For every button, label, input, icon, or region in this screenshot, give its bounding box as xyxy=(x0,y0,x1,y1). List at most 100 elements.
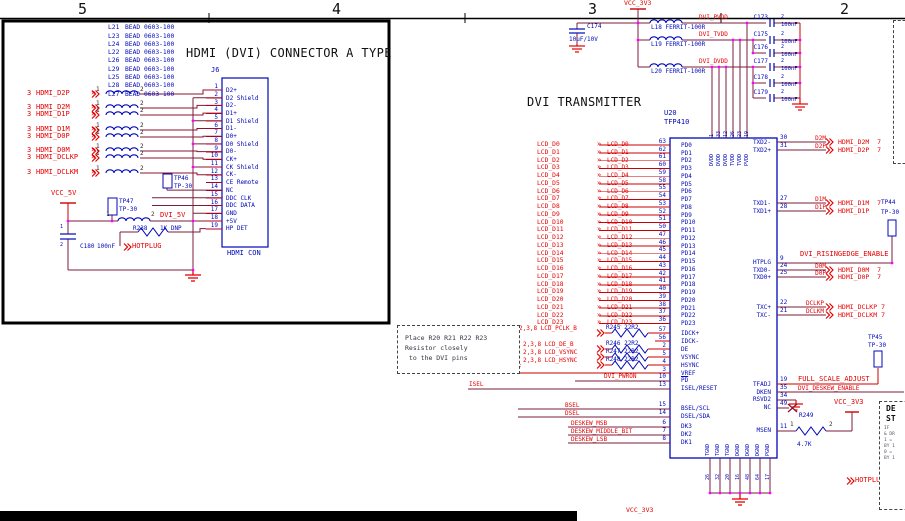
tp46-symbol xyxy=(162,173,173,189)
signal-hdmi-d1m: 3 HDMI_D1M» 1 2 xyxy=(27,121,144,133)
dest-hdmi-dclkm: HDMI_DCLKM 7 xyxy=(838,311,885,319)
vcc3v3-bottom-label: VCC_3V3 xyxy=(626,506,654,514)
c174-ground-symbol xyxy=(569,44,585,53)
tp46-ref: TP46 xyxy=(174,175,189,182)
r249-ref: R249 xyxy=(799,412,814,419)
net-d0m: D0M xyxy=(815,262,826,270)
tp46-val: TP-30 xyxy=(174,183,193,190)
signal-hdmi-d0m: 3 HDMI_D0M» 1 2 xyxy=(27,142,144,154)
top-pin-numbers: 1 33 12 26 23 19 xyxy=(708,130,750,137)
u20-part: TFP410 xyxy=(664,118,690,126)
hotplug-right-label: HOTPLUG xyxy=(855,475,885,484)
hsync-net: 2,3,8 LCD_HSYNC xyxy=(523,356,578,364)
tp44-symbol xyxy=(887,219,897,237)
u20-refdes: U20 xyxy=(664,109,677,117)
clipped-note-bottom: DE ST IF & DR 1 = BY 1 0 = BY 1 xyxy=(879,401,905,510)
vcc5v-label: VCC_5V xyxy=(51,189,77,197)
signal-hdmi-dclkm: 3 HDMI_DCLKM» 1 2 xyxy=(27,164,144,176)
dest-hdmi-d0m: HDMI_D0M 7 xyxy=(838,266,882,274)
tp44-ref: TP44 xyxy=(881,199,896,206)
signal-hdmi-dclkp: 3 HDMI_DCLKP» 1 2 xyxy=(27,149,144,161)
j6-refdes: J6 xyxy=(211,65,220,74)
tp47-val: TP-30 xyxy=(119,206,138,213)
j6-pin-names: D2+ D2 Shield D2- D1+ D1 Shield D1- D0+ D0 Shie… xyxy=(226,86,259,233)
net-d1m: D1M xyxy=(815,195,826,203)
r249-pin2: 2 xyxy=(829,421,833,428)
nc-x-mark xyxy=(787,403,798,413)
r246-label: R246 22R2 xyxy=(606,339,639,347)
deskew-msb-net: DESKEW_MSB xyxy=(571,419,608,427)
lcd-flag-labels: LCD_D0 LCD_D1 LCD_D2 LCD_D3 LCD_D4 LCD_D5 LCD_… xyxy=(537,141,564,327)
pclk-net: 2,3,8 LCD_PCLK_B xyxy=(519,324,577,332)
ctrl-wires xyxy=(506,332,670,374)
net-d0p: D0P xyxy=(815,269,826,277)
j6-pin-stubs xyxy=(206,83,222,231)
dest-hdmi-dclkp: HDMI_DCLKP 7 xyxy=(838,303,885,311)
junction-dots xyxy=(66,21,894,495)
l20-label: L20 FERRIT-100R xyxy=(651,67,706,75)
net-dclkm: DCLKM xyxy=(805,307,824,315)
signal-hdmi-d0p: 3 HDMI_D0P» 1 2 xyxy=(27,128,144,140)
hotplug-label: HOTPLUG xyxy=(132,241,162,250)
msen-vcc-label: VCC_3V3 xyxy=(834,398,864,406)
de-net: 2,3,8 LCD_DE_B xyxy=(523,340,574,348)
bsel-net: BSEL xyxy=(565,401,580,409)
r248-label: R248 22R2 xyxy=(606,355,639,363)
sheet-bottom-border xyxy=(0,511,577,521)
clipped-note-top xyxy=(893,20,905,164)
tp44-val: TP-30 xyxy=(881,209,900,216)
capbank-ground-symbol xyxy=(792,98,808,111)
tp45-val: TP-30 xyxy=(868,342,887,349)
hdmi-power-wires xyxy=(60,188,222,271)
dvi-pwron-net: DVI_PWRON xyxy=(604,373,637,380)
ferrite-coils-power xyxy=(649,19,683,68)
r249-pin1: 1 xyxy=(790,421,794,428)
risingedge-net: DVI_RISINGEDGE_ENABLE xyxy=(800,250,889,258)
tx-section-title: DVI TRANSMITTER xyxy=(527,95,642,109)
r238-resistor xyxy=(137,227,169,237)
dest-hdmi-d2p: HDMI_D2P 7 xyxy=(838,146,882,154)
zone-3: 3 xyxy=(588,0,598,18)
dvi5v-label: DVI_5V xyxy=(160,210,186,219)
cap-bank-symbols xyxy=(569,19,775,102)
ctrl-pin-names: IDCK+ IDCK- DE VSYNC HSYNC VREF xyxy=(681,329,700,377)
l18-label: L18 FERRIT-100R xyxy=(651,23,706,31)
r238-ref: R238 xyxy=(133,225,148,232)
hdmi-section-title: HDMI (DVI) CONNECTOR A TYPE xyxy=(186,46,392,60)
dvi-tvdd-net: DVI_TVDD xyxy=(699,30,728,38)
hdmi-section-box xyxy=(1,19,391,325)
signal-hdmi-d2m: 3 HDMI_D2M» 1 2 xyxy=(27,99,144,111)
r238-val: 1K DNP xyxy=(160,225,182,232)
coil-pin1: 1 xyxy=(106,210,110,218)
tfp410-symbol xyxy=(669,137,778,459)
tp45-symbol xyxy=(873,350,883,368)
hdmi-connector-symbol xyxy=(221,77,269,248)
tp47-ref: TP47 xyxy=(119,198,134,205)
r247-label: R247 22R2 xyxy=(606,347,639,355)
deskew-mid-net: DESKEW_MIDDLE_BIT xyxy=(571,427,633,435)
tx-ground-symbol xyxy=(732,493,748,506)
c180-pin2: 2 xyxy=(60,242,64,248)
dest-hdmi-d2m: HDMI_D2M 7 xyxy=(838,138,882,146)
r249-val: 4.7K xyxy=(797,441,812,448)
dvi5v-coil xyxy=(117,217,151,222)
placement-note: Place R20 R21 R22 R23 Resistor closely t… xyxy=(397,325,520,374)
vsync-net: 2,3,8 LCD_VSYNC xyxy=(523,348,578,356)
ferrite-bead-coils xyxy=(105,90,139,174)
tp45-ref: TP45 xyxy=(868,334,883,341)
c180-ref: C180 xyxy=(80,243,95,250)
ctrl-resistors xyxy=(611,328,649,370)
zone-5: 5 xyxy=(78,0,88,18)
pd-pin-numbers: 63 62 61 60 59 58 55 54 53 52 51 50 47 46 45 44 43 42 41 40… xyxy=(658,137,666,324)
isel-net: ISEL xyxy=(469,381,484,388)
net-d2m: D2M xyxy=(815,134,826,142)
net-d2p: D2P xyxy=(815,142,826,150)
tp47-symbol xyxy=(107,197,118,216)
zone-4: 4 xyxy=(332,0,342,18)
signal-hdmi-d1p: 3 HDMI_D1P» 1 2 xyxy=(27,106,144,118)
dest-hdmi-d1p: HDMI_D1P xyxy=(838,207,870,215)
hdmi-ground-symbol xyxy=(185,270,201,282)
pd-pin-names: PD0 PD1 PD2 PD3 PD4 PD5 PD6 PD7 PD8 PD9 PD10 PD11 PD… xyxy=(681,141,696,328)
